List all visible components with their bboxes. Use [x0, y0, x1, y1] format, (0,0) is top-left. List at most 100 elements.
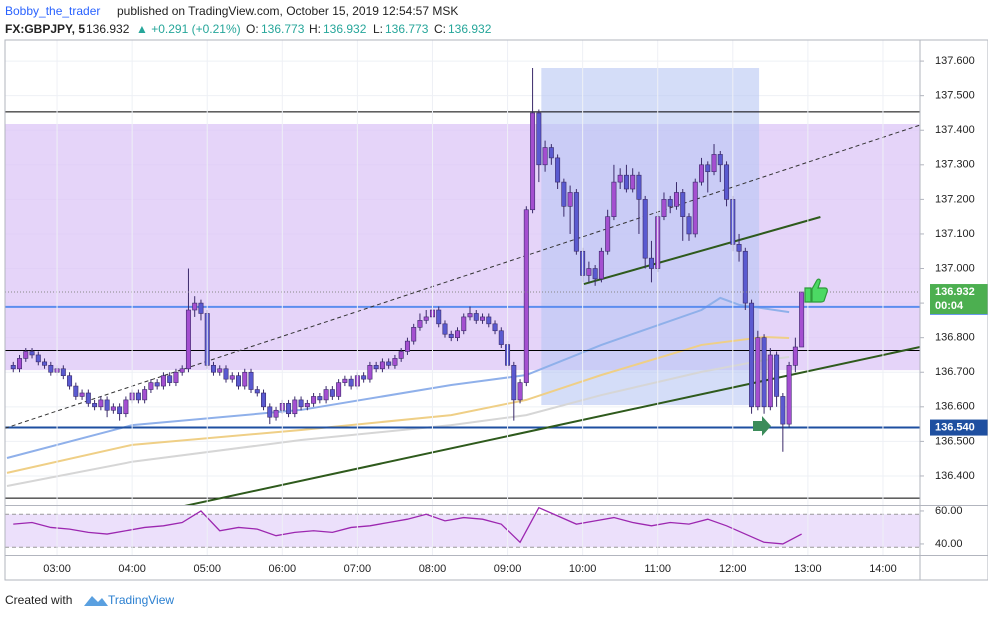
candle-body — [442, 323, 448, 335]
candle-body — [292, 399, 298, 415]
candle-body — [92, 403, 98, 408]
candle-body — [548, 147, 554, 159]
candle-body — [567, 192, 573, 207]
candle-body — [236, 375, 241, 387]
low-label: L: — [373, 22, 383, 36]
frame — [4, 39, 988, 581]
open: 136.773 — [261, 22, 305, 36]
candle-body — [448, 333, 454, 338]
candle-body — [323, 389, 329, 401]
footer-brand: TradingView — [108, 593, 174, 607]
candle-body — [792, 346, 798, 366]
x-tick-label: 06:00 — [269, 563, 297, 575]
x-tick-label: 03:00 — [43, 563, 71, 575]
candle-body — [592, 268, 598, 280]
candle-body — [598, 250, 604, 280]
candle-body — [411, 326, 417, 342]
candle-body — [286, 403, 292, 415]
candle-body — [705, 164, 711, 173]
x-tick-label: 12:00 — [719, 563, 747, 575]
candle-body — [160, 375, 166, 387]
candle-body — [542, 147, 548, 166]
candle-body — [642, 199, 648, 259]
candle-body — [648, 257, 654, 269]
x-tick-label: 10:00 — [569, 563, 597, 575]
candle-body — [536, 112, 542, 166]
y-tick-label: 137.400 — [935, 124, 975, 136]
price-label: 136.540 — [935, 421, 975, 433]
last-price-box — [930, 284, 988, 315]
candle-body — [492, 323, 498, 332]
price-pane — [5, 60, 920, 505]
candle-body — [148, 382, 154, 390]
logo — [84, 596, 108, 606]
candle-body — [10, 365, 16, 370]
y-tick-label: 136.600 — [935, 401, 975, 413]
rsi-line — [13, 506, 802, 545]
moving-average — [6, 356, 790, 487]
candle-body — [17, 358, 23, 370]
candle-body — [60, 368, 66, 376]
change: ▲ +0.291 (+0.21%) — [136, 22, 241, 36]
candle-body — [673, 192, 679, 207]
x-tick-label: 05:00 — [193, 563, 221, 575]
candle-body — [210, 365, 216, 373]
candle-body — [379, 361, 385, 370]
candle-body — [104, 399, 110, 411]
candle-body — [192, 302, 198, 311]
x-tick-label: 09:00 — [494, 563, 522, 575]
plot: 03:00 04:00 05:00 06:00 07:00 08:00 09:00 10:00… — [5, 40, 988, 575]
y-tick-label: 137.100 — [935, 228, 975, 240]
candle-body — [42, 361, 48, 366]
candle-body — [85, 392, 91, 404]
candle-body — [692, 181, 698, 235]
y-tick-label: 136.700 — [935, 366, 975, 378]
candle-body — [749, 302, 755, 408]
candle-body — [636, 174, 642, 200]
candle-body — [267, 406, 273, 418]
candle-body — [767, 354, 773, 408]
candle-body — [35, 354, 41, 363]
candle-body — [48, 365, 54, 373]
candle-body — [799, 291, 805, 348]
candle-body — [486, 316, 492, 325]
candle-body — [304, 403, 310, 408]
candle-body — [173, 371, 179, 383]
symbol: FX:GBPJPY, 5 — [5, 22, 85, 36]
candle-body — [273, 409, 279, 418]
high-label: H: — [309, 22, 321, 36]
author: Bobby_the_trader — [5, 4, 100, 18]
candle-body — [786, 365, 792, 425]
candle-body — [217, 368, 223, 373]
rsi-band — [5, 514, 920, 548]
candle-body — [67, 375, 73, 387]
candle-body — [336, 382, 342, 397]
open-label: O: — [246, 22, 259, 36]
candle-body — [198, 302, 204, 314]
candle-body — [680, 192, 686, 217]
candle-body — [623, 174, 629, 190]
candle-body — [605, 216, 611, 252]
candle-body — [755, 337, 761, 408]
candle-body — [667, 199, 673, 207]
candle-body — [98, 399, 104, 408]
candle-body — [248, 371, 254, 390]
candle-body — [523, 209, 529, 383]
price-label-box — [930, 419, 988, 436]
x-tick-label: 04:00 — [118, 563, 146, 575]
candle-body — [398, 351, 404, 359]
x-tick-label: 07:00 — [344, 563, 372, 575]
candle-body — [329, 389, 335, 397]
zone — [5, 124, 920, 371]
candle-body — [167, 375, 173, 383]
y-tick-label: 136.500 — [935, 435, 975, 447]
price: 136.932 — [86, 22, 130, 36]
candle-body — [461, 316, 467, 332]
candle-body — [423, 316, 429, 321]
candle-body — [142, 389, 148, 401]
thumbs-up-icon — [804, 278, 828, 303]
trendline — [184, 346, 920, 505]
candle-body — [135, 392, 141, 401]
